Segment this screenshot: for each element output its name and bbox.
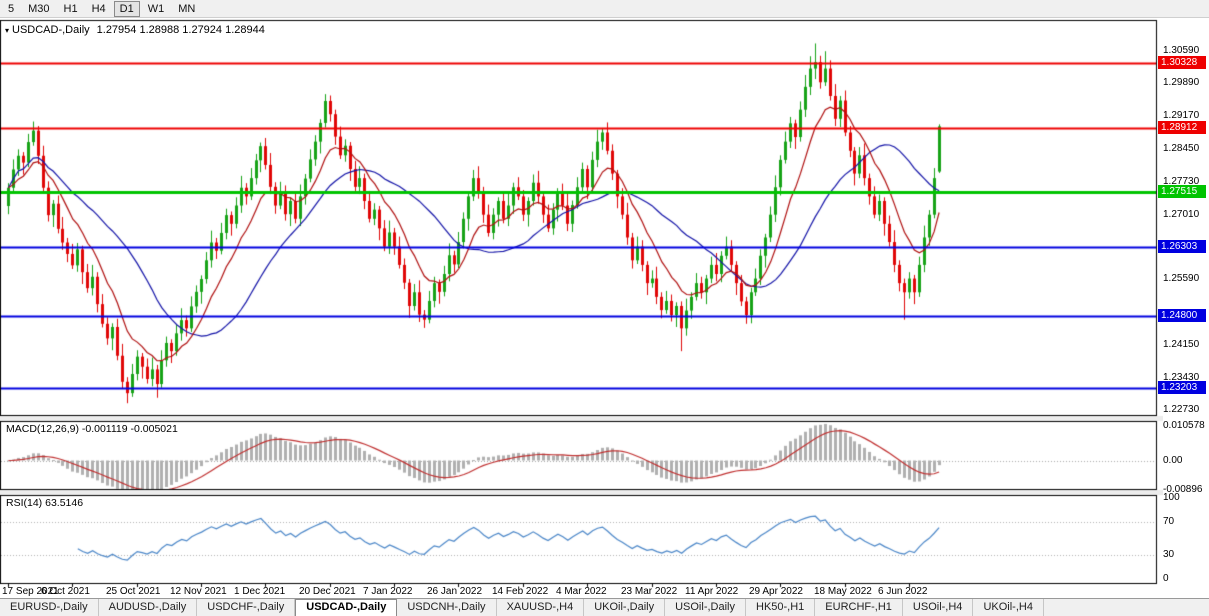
price-axis-label: 1.30590 bbox=[1163, 45, 1200, 56]
chart-tab-hk50-h1[interactable]: HK50-,H1 bbox=[746, 599, 816, 616]
timeframe-toolbar: 5 M30 H1 H4 D1 W1 MN bbox=[0, 0, 1209, 18]
chart-title: ▾ USDCAD-,Daily 1.27954 1.28988 1.27924 1.… bbox=[5, 24, 265, 36]
time-axis-label: 17 Sep 2021 bbox=[2, 586, 59, 597]
macd-indicator-label: MACD(12,26,9) -0.001119 -0.005021 bbox=[6, 423, 178, 435]
time-axis-label: 20 Dec 2021 bbox=[299, 586, 356, 597]
time-axis-label: 7 Jan 2022 bbox=[363, 586, 413, 597]
macd-values: -0.001119 -0.005021 bbox=[81, 423, 178, 435]
timeframe-button-w1[interactable]: W1 bbox=[147, 2, 165, 15]
price-axis-label: 1.29890 bbox=[1163, 77, 1200, 88]
time-axis-label: 14 Feb 2022 bbox=[492, 586, 549, 597]
price-line-label: 1.24800 bbox=[1158, 309, 1206, 322]
macd-axis-label: -0.00896 bbox=[1163, 484, 1203, 495]
price-axis-label: 1.25590 bbox=[1163, 273, 1200, 284]
chart-symbol-label: USDCAD-,Daily bbox=[12, 24, 90, 36]
chart-tab-xauusd-h4[interactable]: XAUUSD-,H4 bbox=[497, 599, 585, 616]
timeframe-button-h4[interactable]: H4 bbox=[91, 2, 106, 15]
rsi-axis-label: 30 bbox=[1163, 549, 1175, 560]
timeframe-button-d1[interactable]: D1 bbox=[113, 0, 140, 17]
rsi-indicator-label: RSI(14) 63.5146 bbox=[6, 497, 83, 509]
chart-tab-usoil-h4[interactable]: USOil-,H4 bbox=[903, 599, 974, 616]
price-axis-label: 1.29170 bbox=[1163, 110, 1200, 121]
chart-tab-audusd-daily[interactable]: AUDUSD-,Daily bbox=[99, 599, 198, 616]
timeframe-button-h1[interactable]: H1 bbox=[63, 2, 78, 15]
chart-tab-usdchf-daily[interactable]: USDCHF-,Daily bbox=[197, 599, 296, 616]
chart-canvas[interactable] bbox=[0, 18, 1163, 598]
price-line-label: 1.30328 bbox=[1158, 56, 1206, 69]
time-axis-label: 25 Oct 2021 bbox=[106, 586, 161, 597]
price-axis-label: 1.27010 bbox=[1163, 209, 1200, 220]
rsi-axis-label: 70 bbox=[1163, 516, 1175, 527]
time-axis-label: 26 Jan 2022 bbox=[427, 586, 483, 597]
timeframe-button-mn[interactable]: MN bbox=[178, 2, 196, 15]
chart-collapse-icon[interactable]: ▾ bbox=[5, 26, 10, 35]
macd-name: MACD(12,26,9) bbox=[6, 423, 79, 435]
time-axis-label: 6 Oct 2021 bbox=[41, 586, 90, 597]
price-line-label: 1.28912 bbox=[1158, 121, 1206, 134]
price-line-label: 1.27515 bbox=[1158, 185, 1206, 198]
price-axis[interactable]: 1.30590 1.29890 1.29170 1.28450 1.27730 1.270… bbox=[1157, 18, 1209, 598]
timeframe-button-5[interactable]: 5 bbox=[8, 2, 15, 15]
price-axis-label: 1.24150 bbox=[1163, 339, 1200, 350]
rsi-value: 63.5146 bbox=[45, 497, 84, 509]
macd-axis-label: 0.00 bbox=[1163, 455, 1183, 466]
chart-tab-ukoil-h4[interactable]: UKOil-,H4 bbox=[973, 599, 1044, 616]
time-axis-label: 23 Mar 2022 bbox=[621, 586, 678, 597]
time-axis-label: 1 Dec 2021 bbox=[234, 586, 286, 597]
chart-tabs-bar: EURUSD-,Daily AUDUSD-,Daily USDCHF-,Daily U… bbox=[0, 598, 1209, 616]
time-axis-label: 12 Nov 2021 bbox=[170, 586, 227, 597]
chart-tab-usdcad-daily[interactable]: USDCAD-,Daily bbox=[295, 599, 398, 616]
time-axis-label: 6 Jun 2022 bbox=[878, 586, 928, 597]
rsi-axis-label: 0 bbox=[1163, 573, 1169, 584]
price-line-label: 1.23203 bbox=[1158, 381, 1206, 394]
time-axis[interactable]: 17 Sep 2021 6 Oct 2021 25 Oct 2021 12 Nov 2… bbox=[0, 586, 1163, 598]
chart-tab-usoil-daily[interactable]: USOil-,Daily bbox=[665, 599, 746, 616]
price-line-label: 1.26303 bbox=[1158, 240, 1206, 253]
time-axis-label: 4 Mar 2022 bbox=[556, 586, 607, 597]
chart-tab-ukoil-daily[interactable]: UKOil-,Daily bbox=[584, 599, 666, 616]
price-axis-label: 1.28450 bbox=[1163, 143, 1200, 154]
time-axis-label: 18 May 2022 bbox=[814, 586, 872, 597]
price-axis-label: 1.23430 bbox=[1163, 372, 1200, 383]
price-axis-label: 1.22730 bbox=[1163, 404, 1200, 415]
chart-ohlc-readout: 1.27954 1.28988 1.27924 1.28944 bbox=[96, 24, 265, 36]
price-axis-label: 1.27730 bbox=[1163, 176, 1200, 187]
macd-axis-label: 0.010578 bbox=[1163, 420, 1205, 431]
chart-tab-usdcnh-daily[interactable]: USDCNH-,Daily bbox=[397, 599, 497, 616]
chart-window: ▾ USDCAD-,Daily 1.27954 1.28988 1.27924 1.… bbox=[0, 18, 1209, 598]
time-axis-label: 11 Apr 2022 bbox=[685, 586, 739, 597]
time-axis-label: 29 Apr 2022 bbox=[749, 586, 803, 597]
rsi-name: RSI(14) bbox=[6, 497, 43, 509]
rsi-axis-label: 100 bbox=[1163, 492, 1180, 503]
timeframe-button-m30[interactable]: M30 bbox=[28, 2, 50, 15]
chart-tab-eurusd-daily[interactable]: EURUSD-,Daily bbox=[0, 599, 99, 616]
chart-tab-eurchf-h1[interactable]: EURCHF-,H1 bbox=[815, 599, 903, 616]
